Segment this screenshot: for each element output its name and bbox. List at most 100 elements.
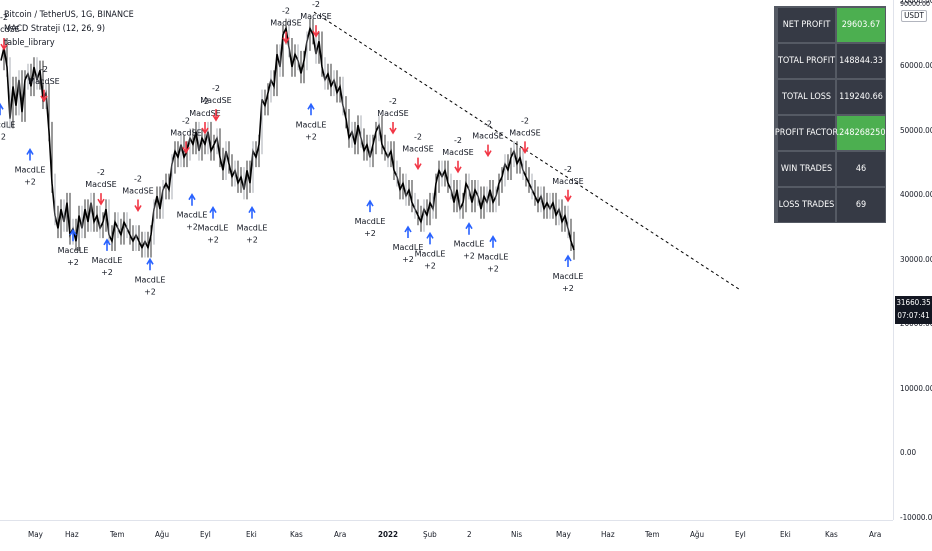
short-signal-label: MacdSE [85, 180, 116, 189]
time-tick-label: Eyl [735, 530, 746, 539]
long-qty-label: +2 [207, 236, 219, 245]
short-arrow-icon [0, 38, 8, 51]
chart-canvas[interactable]: -2 MacdSE -2 MacdSE -2 MacdSE -2 MacdSE -2 MacdSE… [0, 0, 893, 520]
short-signal-label: MacdSE [28, 77, 59, 86]
stats-value: 148844.33 [837, 44, 885, 78]
long-qty-label: +2 [186, 223, 198, 232]
short-signal-label: MacdSE [122, 187, 153, 196]
time-tick-label: Tem [645, 530, 660, 539]
symbol-title[interactable]: Bitcoin / TetherUS, 1G, BINANCE [4, 10, 134, 20]
time-tick-label: May [28, 530, 43, 539]
bar-countdown: 07:07:41 [897, 311, 930, 320]
time-tick-label: Tem [110, 530, 125, 539]
stats-label: WIN TRADES [778, 152, 835, 186]
short-signal-label: MacdSE [377, 109, 408, 118]
long-signal-label: MacdLE [177, 211, 208, 220]
short-arrow-icon [201, 122, 209, 135]
long-qty-label: +2 [101, 268, 113, 277]
time-tick-label: Eki [246, 530, 257, 539]
time-tick-label: Ağu [690, 530, 705, 539]
stats-label: PROFIT FACTOR [775, 116, 838, 150]
short-arrow-icon [521, 141, 529, 154]
short-arrow-icon [312, 25, 320, 38]
long-signal-label: MacdLE [454, 240, 485, 249]
strategy-name[interactable]: MACD Strateji (12, 26, 9) [4, 24, 106, 34]
short-qty-label: -2 [484, 120, 492, 129]
long-qty-label: +2 [246, 236, 258, 245]
short-qty-label: -2 [40, 65, 48, 74]
long-qty-label: +2 [0, 132, 6, 141]
price-axis[interactable]: 90000.00 80000.0070000.0060000.0050000.0… [893, 0, 932, 522]
stats-row-profit-factor: PROFIT FACTOR 1.2482682501 [775, 116, 885, 150]
short-arrow-icon [97, 193, 105, 206]
last-price: 31660.35 [896, 298, 931, 307]
last-price-tag: 31660.35 07:07:41 [895, 296, 932, 324]
price-line [0, 25, 575, 251]
long-qty-label: +2 [424, 261, 436, 270]
short-arrow-icon [282, 31, 290, 45]
long-qty-label: +2 [24, 178, 36, 187]
currency-badge[interactable]: USDT [901, 10, 927, 22]
stats-value: 46 [837, 152, 885, 186]
price-tick-label: 50000.00 [900, 125, 932, 135]
stats-label: NET PROFIT [778, 8, 835, 42]
short-qty-label: -2 [134, 175, 142, 184]
time-tick-label: Ara [869, 530, 882, 539]
time-tick-label: Kas [825, 530, 838, 539]
stats-row-win-trades: WIN TRADES 46 [776, 152, 885, 186]
short-qty-label: -2 [414, 133, 422, 142]
price-axis-top-label: 90000.00 [900, 0, 931, 8]
long-signal-label: MacdLE [135, 275, 166, 284]
long-signal-label: MacdLE [296, 120, 327, 129]
long-signal-label: MacdLE [478, 253, 509, 262]
time-tick-label: Eyl [200, 530, 211, 539]
long-arrow-icon [69, 228, 77, 242]
long-arrow-icon [564, 254, 572, 267]
stats-label: TOTAL LOSS [778, 80, 835, 114]
long-qty-label: +2 [487, 265, 499, 274]
long-signal-label: MacdLE [237, 224, 268, 233]
short-qty-label: -2 [97, 168, 105, 177]
long-qty-label: +2 [67, 258, 79, 267]
short-signal-label: MacdSE [170, 128, 201, 137]
long-arrow-icon [26, 147, 34, 161]
short-arrow-icon [564, 189, 572, 203]
chart-legend: Bitcoin / TetherUS, 1G, BINANCE MACD Str… [4, 8, 134, 50]
short-signal-label: MacdSE [200, 96, 231, 105]
short-qty-label: -2 [564, 165, 572, 174]
price-tick-label: -10000.00 [900, 513, 932, 522]
long-signal-label: MacdLE [0, 120, 15, 129]
short-signal-label: MacdSE [472, 132, 503, 141]
long-arrow-icon [248, 206, 256, 219]
long-arrow-icon [489, 235, 497, 248]
time-tick-label: Haz [65, 530, 79, 539]
long-qty-label: +2 [463, 252, 475, 261]
short-qty-label: -2 [0, 13, 8, 22]
stats-row-net-profit: NET PROFIT 29603.67 [776, 8, 885, 42]
short-qty-label: -2 [521, 116, 529, 125]
long-qty-label: +2 [144, 287, 156, 296]
long-arrow-icon [146, 257, 154, 271]
stats-row-loss-trades: LOSS TRADES 69 [776, 188, 885, 222]
short-signal-label: MacdSE [509, 128, 540, 137]
time-axis[interactable]: May Haz Tem Ağu Eyl Eki Kas Ara 2022 Şub 2 Nis May Ha… [0, 520, 893, 551]
long-arrow-icon [103, 238, 111, 251]
long-arrow-icon [404, 225, 412, 238]
library-name[interactable]: table_library [4, 38, 55, 48]
short-arrow-icon [484, 144, 492, 158]
short-signal-label: MacdSE [300, 12, 331, 21]
short-signal-label: MacdSE [552, 177, 583, 186]
short-signal-label: MacdSE [0, 25, 20, 34]
long-signal-label: MacdLE [92, 256, 123, 265]
long-qty-label: +2 [562, 284, 574, 293]
short-signal-label: MacdSE [270, 19, 301, 28]
stats-label: TOTAL PROFIT [778, 44, 835, 78]
price-tick-label: 10000.00 [900, 383, 932, 393]
long-qty-label: +2 [402, 255, 414, 264]
stats-value: 1.2482682501 [837, 116, 885, 150]
long-arrow-icon [188, 193, 196, 206]
long-qty-label: +2 [305, 132, 317, 141]
stats-value: 119240.66 [837, 80, 885, 114]
long-arrow-icon [366, 199, 374, 213]
long-arrow-icon [426, 231, 434, 245]
